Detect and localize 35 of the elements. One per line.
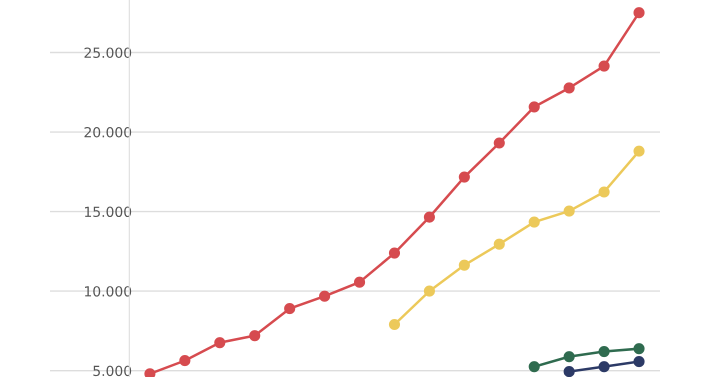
point [144,368,156,377]
point [633,356,645,368]
point [564,82,575,94]
point [214,337,226,348]
point [424,286,435,297]
point [388,318,400,330]
point [494,137,505,149]
point [598,60,610,72]
point [388,248,400,259]
point [528,101,540,112]
point [633,7,645,18]
point [564,206,575,217]
point [458,260,470,271]
point [564,366,575,377]
y-tick-label: 25.000 [84,47,132,58]
point [598,346,610,358]
y-tick-label: 5.000 [93,366,132,376]
point [633,146,645,157]
y-tick-label: 10.000 [85,286,132,297]
y-tick-label: 20.000 [84,127,132,138]
point [564,351,575,362]
point [354,276,366,288]
point [424,212,435,223]
point [458,171,470,183]
point [528,216,540,228]
y-tick-label: 15.000 [85,206,132,218]
point [284,303,296,314]
point [598,361,610,372]
point [319,290,330,302]
point [528,361,540,372]
point [633,343,645,354]
point [598,186,610,198]
point [179,355,190,366]
point [249,330,260,342]
point [494,238,505,250]
